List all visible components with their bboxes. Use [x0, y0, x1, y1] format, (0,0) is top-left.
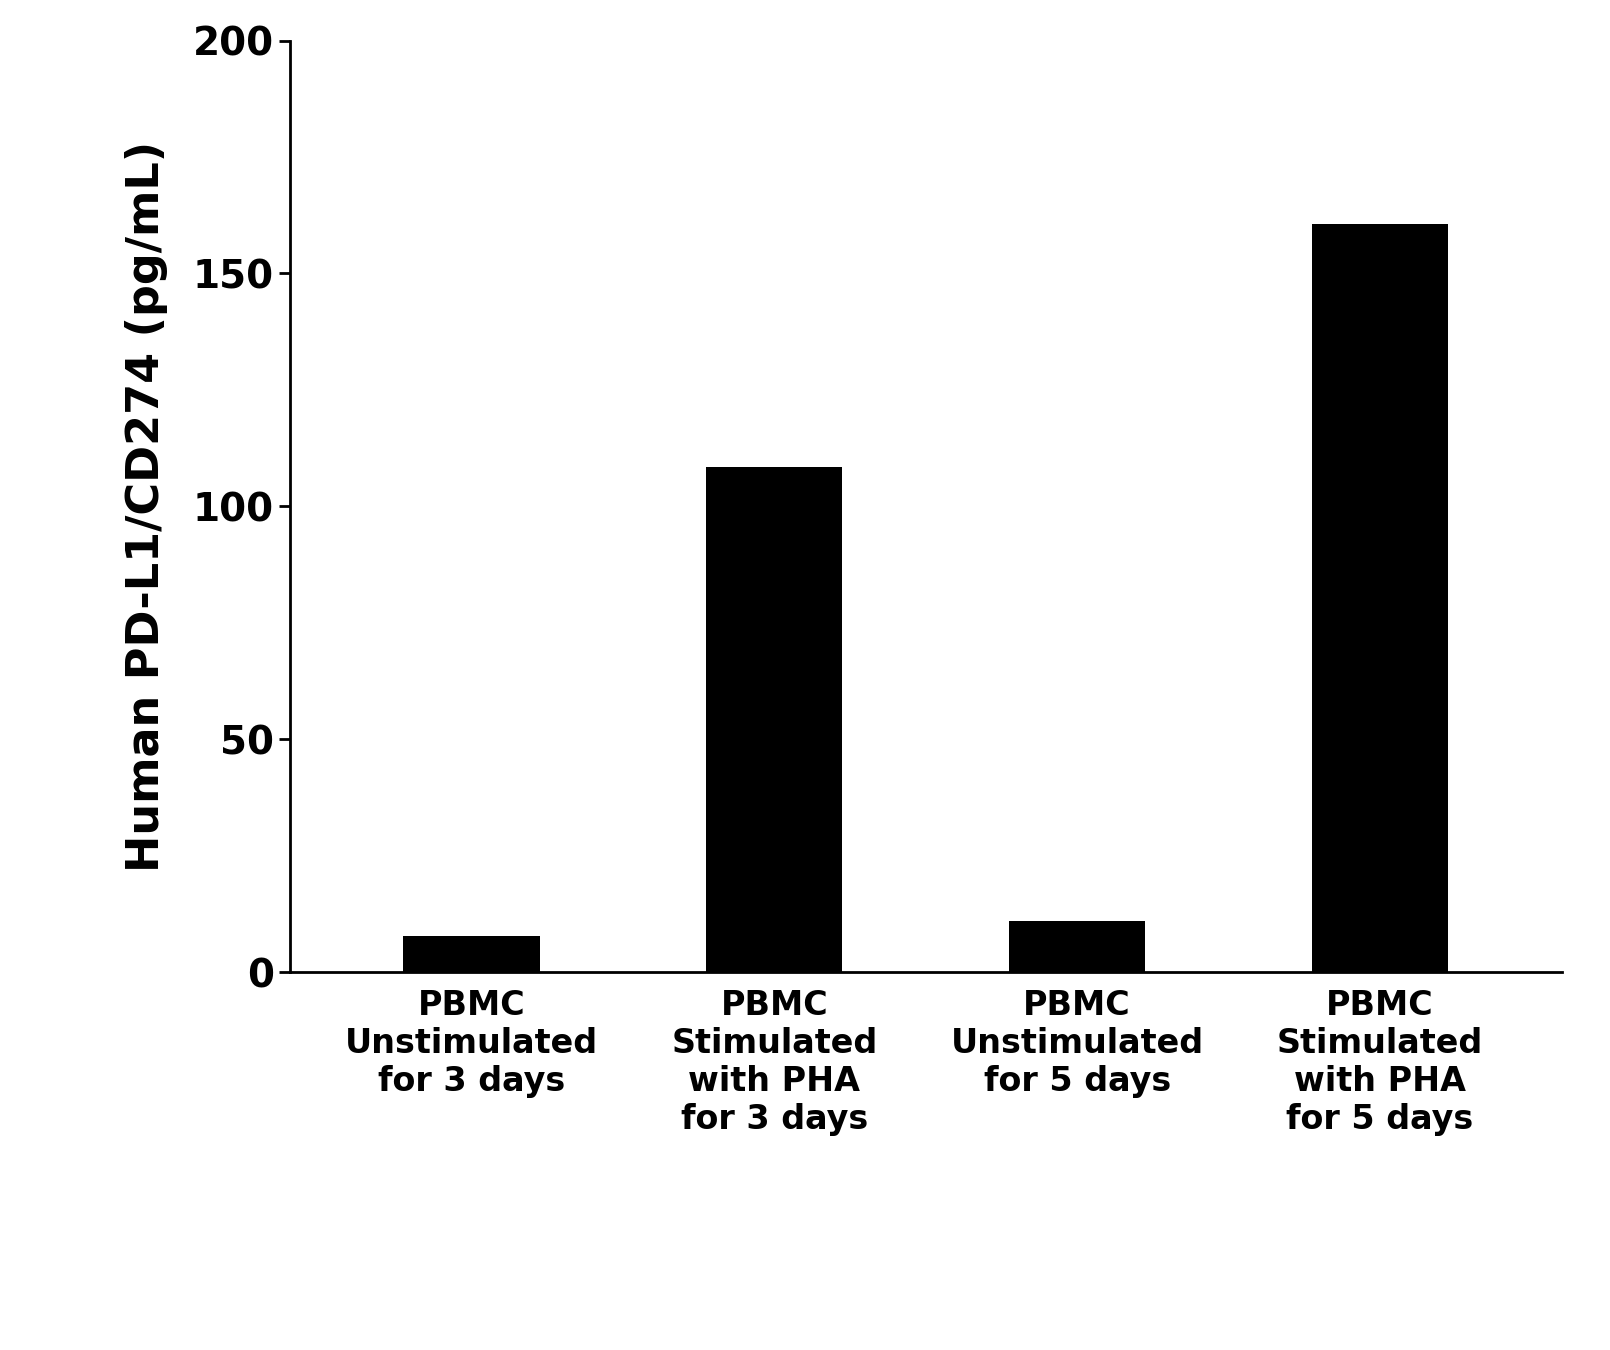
Y-axis label: Human PD-L1/CD274 (pg/mL): Human PD-L1/CD274 (pg/mL)	[124, 140, 167, 872]
Bar	[404, 936, 539, 972]
Bar	[1009, 921, 1145, 972]
Bar	[1312, 224, 1447, 972]
Bar	[707, 467, 842, 972]
